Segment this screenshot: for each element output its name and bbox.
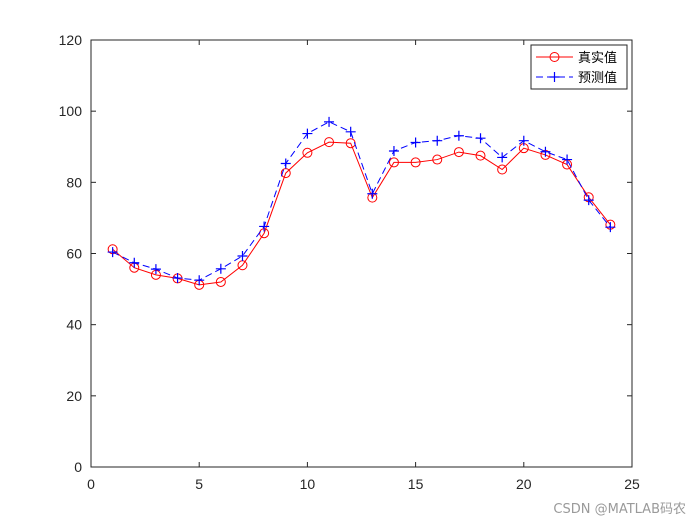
x-tick-label: 10 xyxy=(300,476,316,492)
y-tick-label: 20 xyxy=(66,388,82,404)
data-point-series-2 xyxy=(172,273,183,284)
data-point-series-2 xyxy=(432,135,443,146)
data-point-series-2 xyxy=(583,195,594,206)
y-tick-label: 120 xyxy=(59,32,83,48)
data-point-series-1 xyxy=(432,154,443,165)
data-point-series-2 xyxy=(453,130,464,141)
data-point-series-2 xyxy=(475,133,486,144)
data-point-series-2 xyxy=(324,116,335,127)
data-point-series-1 xyxy=(388,157,399,168)
x-tick-label: 0 xyxy=(87,476,95,492)
data-point-series-2 xyxy=(237,250,248,261)
y-tick-label: 80 xyxy=(66,174,82,190)
plot-frame xyxy=(90,39,633,468)
x-tick-label: 15 xyxy=(408,476,424,492)
data-point-series-2 xyxy=(150,264,161,275)
y-tick-label: 100 xyxy=(59,103,83,119)
data-point-series-2 xyxy=(280,158,291,169)
legend-marker-2 xyxy=(549,72,560,82)
data-point-series-2 xyxy=(194,275,205,286)
data-point-series-1 xyxy=(280,168,291,179)
data-point-series-2 xyxy=(497,152,508,163)
y-tick-label: 60 xyxy=(66,246,82,262)
data-point-series-1 xyxy=(497,164,508,175)
watermark-text: CSDN @MATLAB码农 xyxy=(553,502,686,517)
data-point-series-2 xyxy=(562,154,573,165)
legend-label-2: 预测值 xyxy=(578,70,617,86)
data-point-series-2 xyxy=(129,257,140,268)
x-tick-label: 20 xyxy=(516,476,532,492)
data-point-series-2 xyxy=(605,222,616,233)
data-point-series-2 xyxy=(410,137,421,148)
axes: 0 5 10 15 20 25 0 20 40 60 80 100 120 xyxy=(59,32,640,492)
data-point-series-1 xyxy=(324,137,335,148)
legend-marker-1 xyxy=(549,52,560,62)
data-point-series-1 xyxy=(410,157,421,168)
data-point-series-2 xyxy=(302,128,313,139)
data-point-series-1 xyxy=(475,150,486,161)
legend-box xyxy=(530,44,628,90)
data-point-series-1 xyxy=(215,276,226,287)
data-point-series-2 xyxy=(259,221,270,232)
data-point-series-2 xyxy=(215,263,226,274)
data-point-series-1 xyxy=(453,147,464,158)
data-point-series-2 xyxy=(107,247,118,258)
data-point-series-2 xyxy=(388,146,399,157)
y-tick-label: 0 xyxy=(74,459,82,475)
series-layer xyxy=(107,116,616,290)
data-point-series-1 xyxy=(302,147,313,158)
x-tick-label: 5 xyxy=(195,476,203,492)
y-tick-label: 40 xyxy=(66,317,82,333)
data-point-series-2 xyxy=(540,146,551,157)
data-point-series-2 xyxy=(345,126,356,137)
series-line-1 xyxy=(112,141,611,286)
x-tick-label: 25 xyxy=(624,476,640,492)
data-point-series-2 xyxy=(367,188,378,199)
legend-label-1: 真实值 xyxy=(578,50,617,66)
data-point-series-2 xyxy=(518,135,529,146)
